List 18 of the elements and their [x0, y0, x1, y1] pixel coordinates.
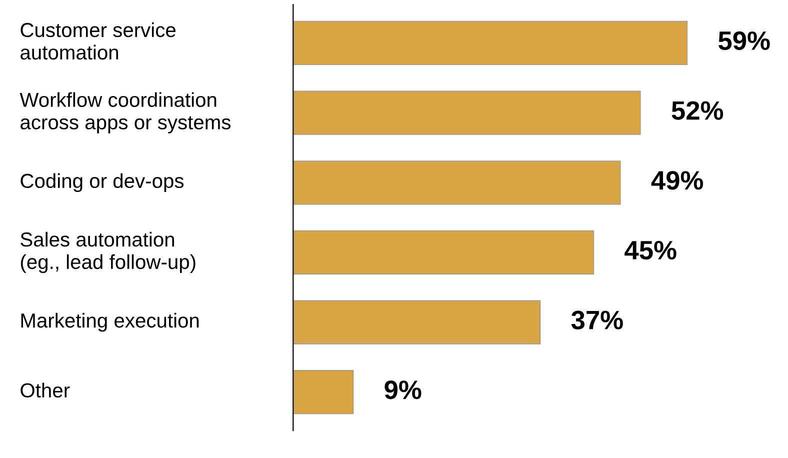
bar: [293, 300, 541, 344]
bar: [293, 90, 641, 135]
y-tick-label: Coding or dev-ops: [20, 173, 184, 192]
y-tick-label: Workflow coordination across apps or systems: [20, 92, 230, 134]
data-label: 52%: [672, 101, 724, 120]
data-label: 59%: [718, 31, 770, 50]
y-tick-label: Customer service automation: [20, 22, 176, 60]
data-label: 37%: [571, 310, 623, 330]
data-label: 45%: [624, 240, 676, 260]
data-label: 49%: [651, 171, 704, 190]
data-label: 9%: [384, 380, 422, 400]
bar: [293, 160, 621, 205]
y-tick-label: Marketing execution: [21, 312, 199, 332]
y-tick-label: Other: [20, 382, 70, 398]
y-tick-label: Sales automation (eg., lead follow-up): [20, 232, 196, 274]
bar: [293, 20, 688, 66]
bar: [293, 370, 354, 414]
bar: [293, 230, 594, 275]
